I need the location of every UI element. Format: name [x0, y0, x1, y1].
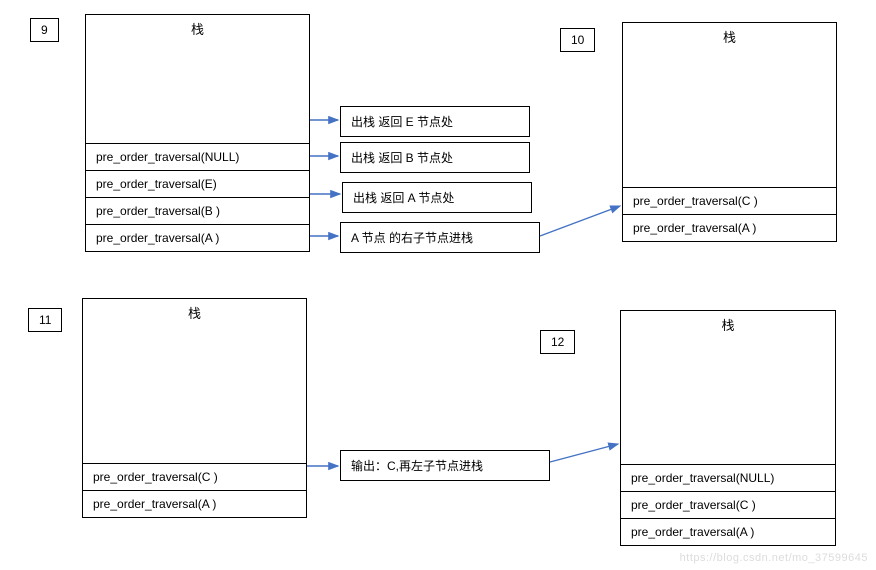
stack-10: 栈 pre_order_traversal(C ) pre_order_trav… [622, 22, 837, 242]
step-label-12: 12 [540, 330, 575, 354]
stack-row: pre_order_traversal(E) [86, 170, 309, 197]
note-pop-return-b: 出栈 返回 B 节点处 [340, 142, 530, 173]
stack-spacer [83, 326, 306, 463]
stack-spacer [621, 338, 835, 464]
note-pop-return-e: 出栈 返回 E 节点处 [340, 106, 530, 137]
note-push-right-child: A 节点 的右子节点进栈 [340, 222, 540, 253]
stack-row: pre_order_traversal(B ) [86, 197, 309, 224]
stack-row: pre_order_traversal(A ) [623, 214, 836, 241]
note-pop-return-a: 出栈 返回 A 节点处 [342, 182, 532, 213]
stack-spacer [86, 42, 309, 143]
stack-11: 栈 pre_order_traversal(C ) pre_order_trav… [82, 298, 307, 518]
stack-9: 栈 pre_order_traversal(NULL) pre_order_tr… [85, 14, 310, 252]
stack-row: pre_order_traversal(A ) [621, 518, 835, 545]
note-output-c-push-left: 输出：C,再左子节点进栈 [340, 450, 550, 481]
stack-title: 栈 [83, 299, 306, 326]
stack-row: pre_order_traversal(C ) [621, 491, 835, 518]
stack-row: pre_order_traversal(A ) [86, 224, 309, 251]
step-label-10: 10 [560, 28, 595, 52]
stack-row: pre_order_traversal(NULL) [86, 143, 309, 170]
stack-title: 栈 [86, 15, 309, 42]
stack-row: pre_order_traversal(C ) [83, 463, 306, 490]
watermark: https://blog.csdn.net/mo_37599645 [680, 552, 868, 564]
stack-title: 栈 [623, 23, 836, 50]
step-label-11: 11 [28, 308, 62, 332]
stack-row: pre_order_traversal(NULL) [621, 464, 835, 491]
stack-12: 栈 pre_order_traversal(NULL) pre_order_tr… [620, 310, 836, 546]
step-label-9: 9 [30, 18, 59, 42]
stack-row: pre_order_traversal(C ) [623, 187, 836, 214]
stack-spacer [623, 50, 836, 187]
stack-title: 栈 [621, 311, 835, 338]
stack-row: pre_order_traversal(A ) [83, 490, 306, 517]
